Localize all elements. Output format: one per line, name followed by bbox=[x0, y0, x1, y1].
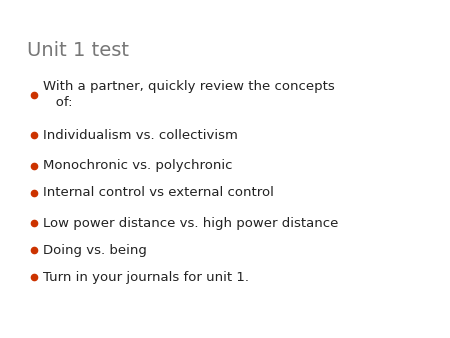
Text: Individualism vs. collectivism: Individualism vs. collectivism bbox=[43, 129, 238, 142]
Text: Internal control vs external control: Internal control vs external control bbox=[43, 186, 274, 199]
Text: Low power distance vs. high power distance: Low power distance vs. high power distan… bbox=[43, 217, 338, 230]
Text: Monochronic vs. polychronic: Monochronic vs. polychronic bbox=[43, 159, 232, 172]
Text: With a partner, quickly review the concepts
   of:: With a partner, quickly review the conce… bbox=[43, 80, 334, 109]
Text: Turn in your journals for unit 1.: Turn in your journals for unit 1. bbox=[43, 271, 249, 284]
Text: Doing vs. being: Doing vs. being bbox=[43, 244, 147, 257]
Text: Unit 1 test: Unit 1 test bbox=[27, 41, 129, 59]
